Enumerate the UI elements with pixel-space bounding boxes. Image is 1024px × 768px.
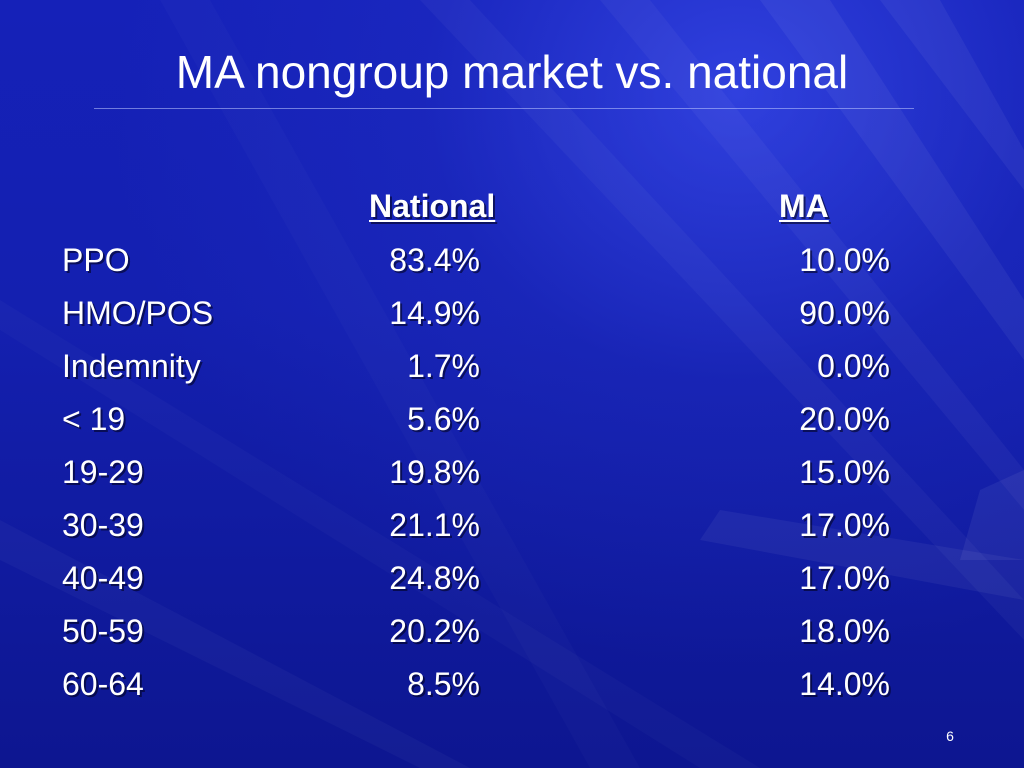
national-value: 83.4% bbox=[389, 242, 480, 278]
row-label: 30-39 bbox=[62, 507, 144, 543]
row-label: 60-64 bbox=[62, 666, 144, 702]
row-label: 19-29 bbox=[62, 454, 144, 490]
row-label: HMO/POS bbox=[62, 295, 214, 331]
national-value: 24.8% bbox=[389, 560, 480, 596]
ma-value: 20.0% bbox=[799, 401, 890, 437]
ma-value: 18.0% bbox=[799, 613, 890, 649]
page-number: 6 bbox=[946, 728, 954, 744]
national-value: 21.1% bbox=[389, 507, 480, 543]
ma-value: 10.0% bbox=[799, 242, 890, 278]
title-divider bbox=[94, 108, 914, 109]
row-label: < 19 bbox=[62, 401, 126, 437]
ma-value: 14.0% bbox=[799, 666, 890, 702]
national-value: 1.7% bbox=[407, 348, 480, 384]
national-value: 19.8% bbox=[389, 454, 480, 490]
slide-title: MA nongroup market vs. national bbox=[175, 46, 849, 98]
ma-value: 0.0% bbox=[817, 348, 890, 384]
ma-value: 15.0% bbox=[799, 454, 890, 490]
national-value: 20.2% bbox=[389, 613, 480, 649]
ma-value: 90.0% bbox=[799, 295, 890, 331]
ma-value: 17.0% bbox=[799, 560, 890, 596]
row-label: 40-49 bbox=[62, 560, 144, 596]
row-label: PPO bbox=[62, 242, 130, 278]
header-ma: MA bbox=[779, 188, 829, 224]
header-national: National bbox=[369, 188, 496, 224]
row-label: Indemnity bbox=[62, 348, 201, 384]
national-value: 14.9% bbox=[389, 295, 480, 331]
row-label: 50-59 bbox=[62, 613, 144, 649]
ma-value: 17.0% bbox=[799, 507, 890, 543]
national-value: 8.5% bbox=[407, 666, 480, 702]
national-value: 5.6% bbox=[407, 401, 480, 437]
